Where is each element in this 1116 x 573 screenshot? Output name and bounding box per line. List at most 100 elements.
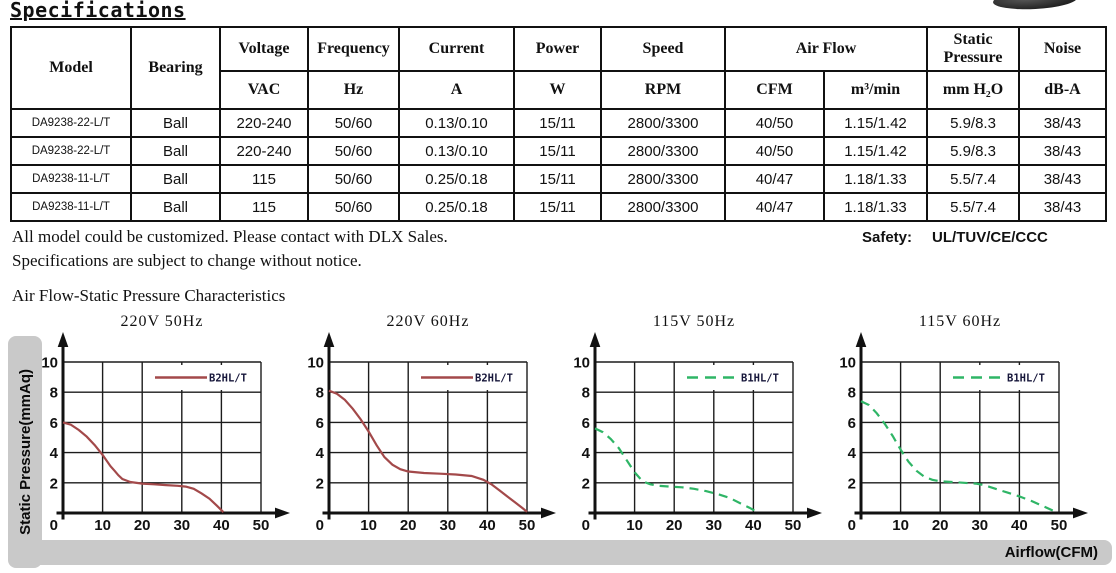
table-cell: DA9238-11-L/T	[10, 192, 132, 222]
table-cell: 115	[219, 164, 309, 194]
svg-text:4: 4	[316, 445, 325, 462]
table-cell: 15/11	[513, 164, 602, 194]
charts-section-title: Air Flow-Static Pressure Characteristics	[12, 286, 286, 305]
col-header-voltage: Voltage	[219, 26, 309, 72]
svg-text:220V 50Hz: 220V 50Hz	[121, 313, 204, 330]
col-header-power: Power	[513, 26, 602, 72]
spec-table-body: DA9238-22-L/T Ball 220-240 50/60 0.13/0.10 15…	[10, 108, 1107, 222]
svg-text:10: 10	[360, 517, 377, 534]
table-cell: 40/50	[724, 108, 825, 138]
table-cell: 50/60	[307, 192, 400, 222]
table-cell: 38/43	[1018, 164, 1107, 194]
x-axis-label: Airflow(CFM)	[1004, 544, 1098, 561]
svg-text:B2HL/T: B2HL/T	[475, 373, 513, 385]
svg-text:50: 50	[785, 517, 802, 534]
svg-text:30: 30	[971, 517, 988, 534]
table-row: DA9238-22-L/T Ball 220-240 50/60 0.13/0.10 15…	[10, 108, 1107, 138]
col-header-frequency: Frequency	[307, 26, 400, 72]
unit-w: W	[513, 70, 602, 110]
svg-text:40: 40	[479, 517, 496, 534]
y-axis-label: Static Pressure(mmAq)	[16, 369, 34, 535]
svg-text:10: 10	[839, 355, 856, 372]
table-row: DA9238-11-L/T Ball 115 50/60 0.25/0.18 15/11 2…	[10, 164, 1107, 194]
table-cell: 38/43	[1018, 108, 1107, 138]
table-cell: Ball	[130, 136, 221, 166]
table-cell: 2800/3300	[600, 192, 726, 222]
table-cell: 0.25/0.18	[398, 192, 515, 222]
svg-text:4: 4	[582, 445, 591, 462]
x-axis-bar: Airflow(CFM)	[30, 540, 1112, 565]
svg-text:2: 2	[316, 475, 324, 492]
svg-text:0: 0	[50, 517, 58, 534]
table-cell: 2800/3300	[600, 164, 726, 194]
charts-row: 220V 50Hz 2 4 6 8 10 0 10 20 30 40 50 B2HL/T 220V 60…	[33, 302, 1093, 542]
table-cell: 40/47	[724, 164, 825, 194]
page-title: Specifications	[10, 0, 186, 22]
svg-text:20: 20	[932, 517, 949, 534]
table-cell: DA9238-11-L/T	[10, 164, 132, 194]
table-cell: 220-240	[219, 108, 309, 138]
svg-text:2: 2	[848, 475, 856, 492]
svg-text:20: 20	[134, 517, 151, 534]
note-customized: All model could be customized. Please co…	[12, 227, 448, 246]
svg-text:6: 6	[316, 415, 324, 432]
svg-text:50: 50	[1051, 517, 1068, 534]
svg-text:50: 50	[253, 517, 270, 534]
unit-rpm: RPM	[600, 70, 726, 110]
table-cell: 38/43	[1018, 136, 1107, 166]
chart-115v-50hz: 115V 50Hz 2 4 6 8 10 0 10 20 30 40 50 B1HL/T	[573, 313, 822, 534]
svg-text:115V 60Hz: 115V 60Hz	[919, 313, 1001, 330]
chart-115v-60hz: 115V 60Hz 2 4 6 8 10 0 10 20 30 40 50 B1HL/T	[839, 313, 1088, 534]
table-cell: 15/11	[513, 108, 602, 138]
col-header-bearing: Bearing	[130, 26, 221, 110]
table-row: DA9238-11-L/T Ball 115 50/60 0.25/0.18 15/11 2…	[10, 192, 1107, 222]
svg-text:10: 10	[573, 355, 590, 372]
svg-text:8: 8	[50, 385, 58, 402]
svg-text:10: 10	[892, 517, 909, 534]
safety-label: Safety:	[862, 229, 913, 246]
spec-table: Model Bearing Voltage Frequency Current …	[10, 26, 1107, 222]
svg-text:2: 2	[50, 475, 58, 492]
spec-table-header: Model Bearing Voltage Frequency Current …	[10, 26, 1107, 110]
col-header-model: Model	[10, 26, 132, 110]
y-axis-bar: Static Pressure(mmAq)	[8, 336, 42, 568]
svg-text:0: 0	[848, 517, 856, 534]
svg-text:10: 10	[307, 355, 324, 372]
svg-text:2: 2	[582, 475, 590, 492]
svg-text:220V 60Hz: 220V 60Hz	[387, 313, 470, 330]
svg-text:8: 8	[848, 385, 856, 402]
safety-value: UL/TUV/CE/CCC	[932, 229, 1048, 246]
table-cell: 38/43	[1018, 192, 1107, 222]
svg-text:B1HL/T: B1HL/T	[741, 373, 779, 385]
svg-text:20: 20	[666, 517, 683, 534]
svg-text:B2HL/T: B2HL/T	[209, 373, 247, 385]
chart-220v-60hz: 220V 60Hz 2 4 6 8 10 0 10 20 30 40 50 B2HL/T	[307, 313, 556, 534]
svg-text:8: 8	[316, 385, 324, 402]
table-cell: 50/60	[307, 108, 400, 138]
chart-220v-50hz: 220V 50Hz 2 4 6 8 10 0 10 20 30 40 50 B2HL/T	[41, 313, 290, 534]
table-cell: 5.9/8.3	[926, 108, 1020, 138]
svg-text:4: 4	[50, 445, 59, 462]
table-cell: 5.5/7.4	[926, 192, 1020, 222]
unit-hz: Hz	[307, 70, 400, 110]
note-subject-to-change: Specifications are subject to change wit…	[12, 251, 362, 270]
unit-mmh2o: mm H₂O	[926, 70, 1020, 110]
table-cell: 5.9/8.3	[926, 136, 1020, 166]
svg-text:0: 0	[316, 517, 324, 534]
table-cell: 2800/3300	[600, 108, 726, 138]
svg-text:B1HL/T: B1HL/T	[1007, 373, 1045, 385]
unit-a: A	[398, 70, 515, 110]
table-cell: 1.18/1.33	[823, 192, 928, 222]
svg-text:10: 10	[41, 355, 58, 372]
col-header-airflow: Air Flow	[724, 26, 928, 72]
svg-text:40: 40	[1011, 517, 1028, 534]
svg-text:0: 0	[582, 517, 590, 534]
table-cell: 40/50	[724, 136, 825, 166]
table-cell: 115	[219, 192, 309, 222]
svg-text:6: 6	[50, 415, 58, 432]
table-cell: DA9238-22-L/T	[10, 136, 132, 166]
svg-text:40: 40	[745, 517, 762, 534]
svg-text:50: 50	[519, 517, 536, 534]
table-cell: Ball	[130, 192, 221, 222]
